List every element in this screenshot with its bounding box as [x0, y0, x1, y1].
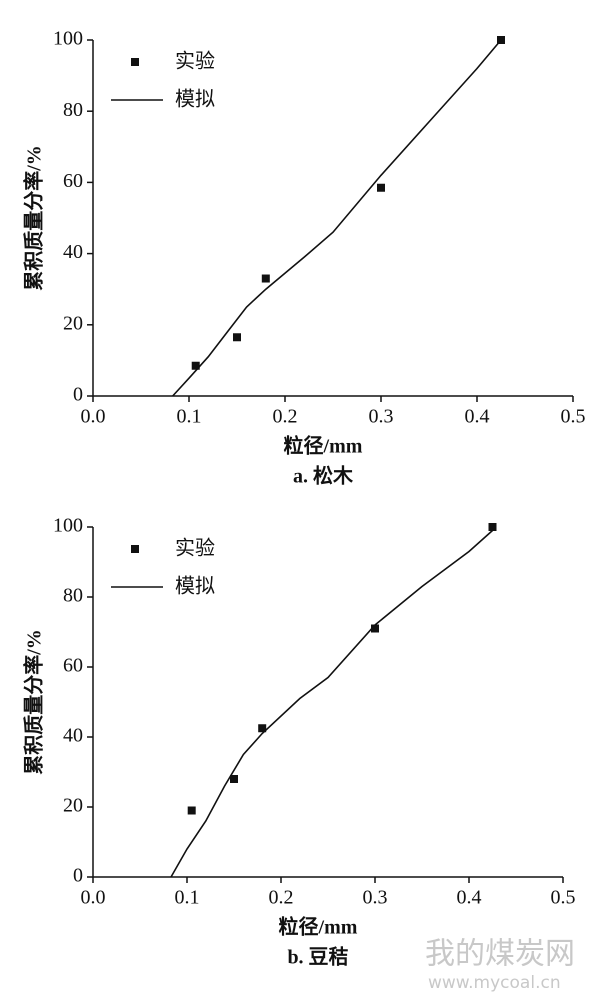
- y-axis-label: 累积质量分率/%: [22, 145, 46, 291]
- y-tick-label: 100: [53, 515, 83, 537]
- x-axis-label: 粒径/mm: [284, 434, 363, 458]
- y-tick-label: 40: [63, 725, 83, 747]
- x-tick-label: 0.0: [81, 406, 106, 428]
- caption: b. 豆秸: [287, 946, 348, 969]
- y-tick-label: 40: [63, 241, 83, 263]
- y-tick-label: 60: [63, 655, 83, 677]
- y-tick-label: 80: [63, 99, 83, 121]
- x-tick-label: 0.5: [551, 887, 576, 909]
- data-point: [233, 333, 241, 342]
- x-tick-label: 0.2: [269, 887, 294, 909]
- y-tick-label: 0: [73, 384, 83, 406]
- legend-marker: [131, 545, 139, 553]
- y-tick-label: 20: [63, 312, 83, 334]
- x-tick-label: 0.2: [273, 406, 298, 428]
- y-tick-label: 60: [63, 170, 83, 192]
- y-tick-label: 80: [63, 585, 83, 607]
- legend-label: 实验: [175, 536, 215, 560]
- x-tick-label: 0.3: [363, 887, 388, 909]
- x-tick-label: 0.1: [175, 887, 200, 909]
- data-point: [377, 183, 385, 192]
- caption: a. 松木: [293, 464, 354, 488]
- data-point: [187, 806, 196, 815]
- axes: [92, 527, 563, 878]
- x-tick-label: 0.5: [561, 406, 586, 428]
- data-point: [191, 361, 200, 370]
- data-point: [261, 274, 270, 283]
- y-axis-label: 累积质量分率/%: [22, 629, 46, 775]
- legend-label: 模拟: [175, 87, 215, 111]
- y-tick-label: 20: [63, 795, 83, 817]
- axes: [92, 40, 573, 397]
- x-tick-label: 0.1: [177, 406, 202, 428]
- data-line: [170, 529, 494, 878]
- data-point: [258, 724, 267, 733]
- data-point: [488, 523, 497, 531]
- data-line: [172, 39, 502, 397]
- x-tick-label: 0.3: [369, 406, 394, 428]
- legend-marker: [131, 58, 139, 66]
- y-tick-label: 0: [73, 865, 83, 887]
- x-axis-label: 粒径/mm: [279, 915, 358, 939]
- watermark-name: 我的煤炭网: [425, 937, 575, 972]
- x-tick-label: 0.4: [457, 887, 482, 909]
- y-tick-label: 100: [53, 28, 83, 50]
- legend-label: 实验: [175, 49, 215, 73]
- x-tick-label: 0.4: [465, 406, 490, 428]
- data-point: [371, 624, 379, 633]
- data-point: [230, 775, 238, 783]
- legend-label: 模拟: [175, 574, 215, 598]
- x-tick-label: 0.0: [81, 887, 106, 909]
- watermark-url: www.mycoal.cn: [428, 973, 561, 993]
